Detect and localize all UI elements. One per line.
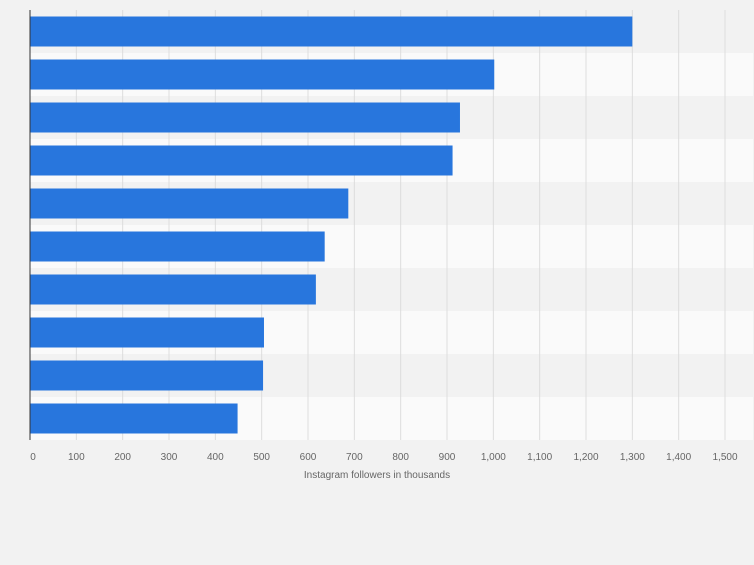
x-tick-label: 200 — [114, 452, 131, 463]
x-tick-label: 0 — [30, 452, 36, 463]
bar — [30, 145, 453, 176]
x-tick-label: 300 — [161, 452, 178, 463]
x-tick-label: 1,200 — [573, 452, 598, 463]
x-axis-title: Instagram followers in thousands — [304, 470, 450, 481]
x-tick-label: 500 — [253, 452, 270, 463]
bar — [30, 16, 633, 47]
x-tick-label: 600 — [300, 452, 317, 463]
bars — [30, 16, 633, 434]
bar — [30, 274, 316, 305]
bar — [30, 59, 495, 90]
bar — [30, 102, 460, 133]
x-tick-label: 400 — [207, 452, 224, 463]
bar — [30, 360, 264, 391]
x-tick-label: 1,100 — [527, 452, 552, 463]
x-tick-label: 800 — [392, 452, 409, 463]
x-tick-labels: 0 100 200 300 400 500 600 700 800 900 1,000 1,100 1,… — [30, 452, 738, 463]
bar — [30, 188, 349, 219]
x-tick-label: 700 — [346, 452, 363, 463]
x-tick-label: 100 — [68, 452, 85, 463]
bar — [30, 403, 238, 434]
x-tick-label: 1,400 — [666, 452, 691, 463]
x-tick-label: 1,500 — [712, 452, 737, 463]
x-tick-label: 1,300 — [620, 452, 645, 463]
x-tick-label: 1,000 — [481, 452, 506, 463]
bar — [30, 231, 325, 262]
x-tick-label: 900 — [439, 452, 456, 463]
bar — [30, 317, 264, 348]
